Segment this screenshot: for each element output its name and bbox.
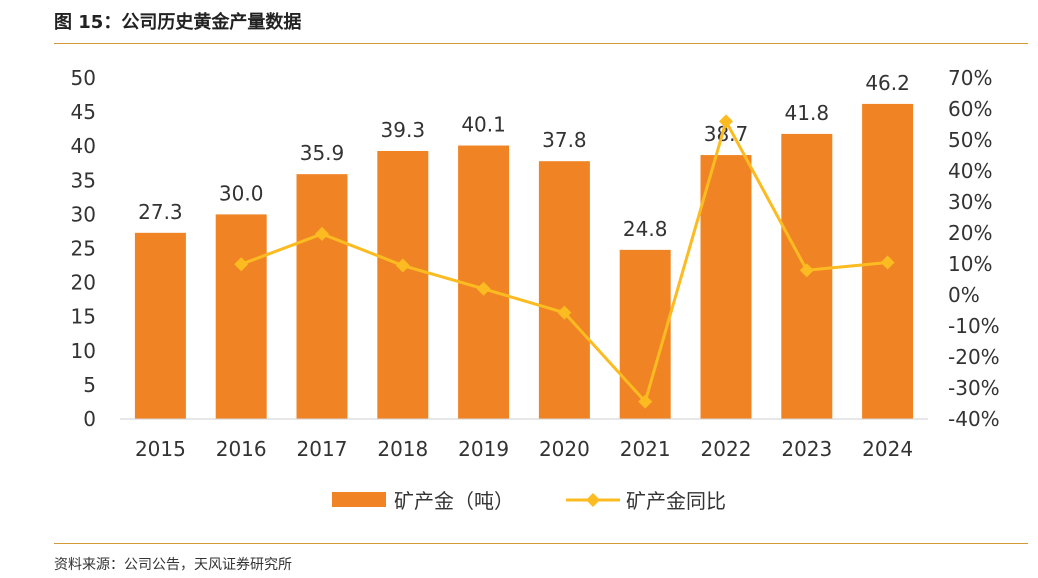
y-right-tick-label: 30% <box>948 190 992 214</box>
y-right-tick-label: -40% <box>948 407 1000 431</box>
yoy-marker-2019 <box>476 281 491 296</box>
x-tick-label-2016: 2016 <box>216 437 267 461</box>
legend-swatch-bar <box>332 492 386 507</box>
y-left-tick-label: 0 <box>83 407 96 431</box>
y-right-tick-label: 20% <box>948 221 992 245</box>
y-left-tick-label: 45 <box>71 100 96 124</box>
yoy-marker-2023 <box>799 263 814 278</box>
yoy-marker-2021 <box>638 394 653 409</box>
bar-2015 <box>134 232 186 419</box>
y-left-tick-label: 20 <box>71 271 96 295</box>
top-divider <box>54 43 1028 44</box>
y-left-tick-label: 15 <box>71 305 96 329</box>
bar-label-2024: 46.2 <box>865 71 910 95</box>
bar-label-2023: 41.8 <box>785 101 830 125</box>
yoy-marker-2024 <box>880 255 895 270</box>
y-right-tick-label: 50% <box>948 128 992 152</box>
bottom-divider <box>54 543 1028 544</box>
bar-2018 <box>377 150 429 419</box>
bar-label-2019: 40.1 <box>461 113 506 137</box>
y-left-tick-label: 30 <box>71 202 96 226</box>
y-right-tick-label: 60% <box>948 97 992 121</box>
y-left-tick-label: 5 <box>83 373 96 397</box>
x-tick-label-2020: 2020 <box>539 437 590 461</box>
x-tick-label-2015: 2015 <box>135 437 186 461</box>
bar-label-2017: 35.9 <box>300 141 345 165</box>
x-tick-label-2018: 2018 <box>377 437 428 461</box>
source-note: 资料来源：公司公告，天风证券研究所 <box>54 557 292 573</box>
y-right-tick-label: 10% <box>948 252 992 276</box>
x-tick-label-2023: 2023 <box>781 437 832 461</box>
legend-swatch-marker <box>586 493 600 507</box>
bar-label-2015: 27.3 <box>138 200 183 224</box>
y-right-tick-label: -20% <box>948 345 1000 369</box>
y-left-tick-label: 10 <box>71 339 96 363</box>
x-tick-label-2017: 2017 <box>297 437 348 461</box>
bar-label-2018: 39.3 <box>381 118 426 142</box>
bar-label-2016: 30.0 <box>219 181 264 205</box>
bar-2021 <box>619 249 671 419</box>
legend-label-bar: 矿产金（吨） <box>394 489 514 513</box>
y-right-tick-label: 40% <box>948 159 992 183</box>
yoy-marker-2018 <box>395 258 410 273</box>
bar-2020 <box>538 161 590 420</box>
bar-label-2021: 24.8 <box>623 217 668 241</box>
y-right-tick-label: 70% <box>948 66 992 90</box>
x-tick-label-2024: 2024 <box>862 437 913 461</box>
yoy-marker-2017 <box>315 226 329 241</box>
x-tick-label-2021: 2021 <box>620 437 671 461</box>
bar-2017 <box>296 174 348 419</box>
yoy-marker-2020 <box>557 305 572 320</box>
figure-title: 图 15：公司历史黄金产量数据 <box>54 12 302 33</box>
y-right-tick-label: -10% <box>948 314 1000 338</box>
y-left-tick-label: 40 <box>71 134 96 158</box>
bar-2016 <box>215 214 267 419</box>
yoy-marker-2022 <box>719 114 733 129</box>
y-left-tick-label: 35 <box>71 168 96 192</box>
x-tick-label-2022: 2022 <box>701 437 752 461</box>
y-right-tick-label: -30% <box>948 376 1000 400</box>
y-left-tick-label: 25 <box>71 237 96 261</box>
x-tick-label-2019: 2019 <box>458 437 509 461</box>
bar-2022 <box>700 155 752 420</box>
bar-label-2020: 37.8 <box>542 128 587 152</box>
yoy-marker-2016 <box>234 257 249 272</box>
y-right-tick-label: 0% <box>948 283 980 307</box>
legend-label-line: 矿产金同比 <box>626 489 726 513</box>
y-left-tick-label: 50 <box>71 66 96 90</box>
